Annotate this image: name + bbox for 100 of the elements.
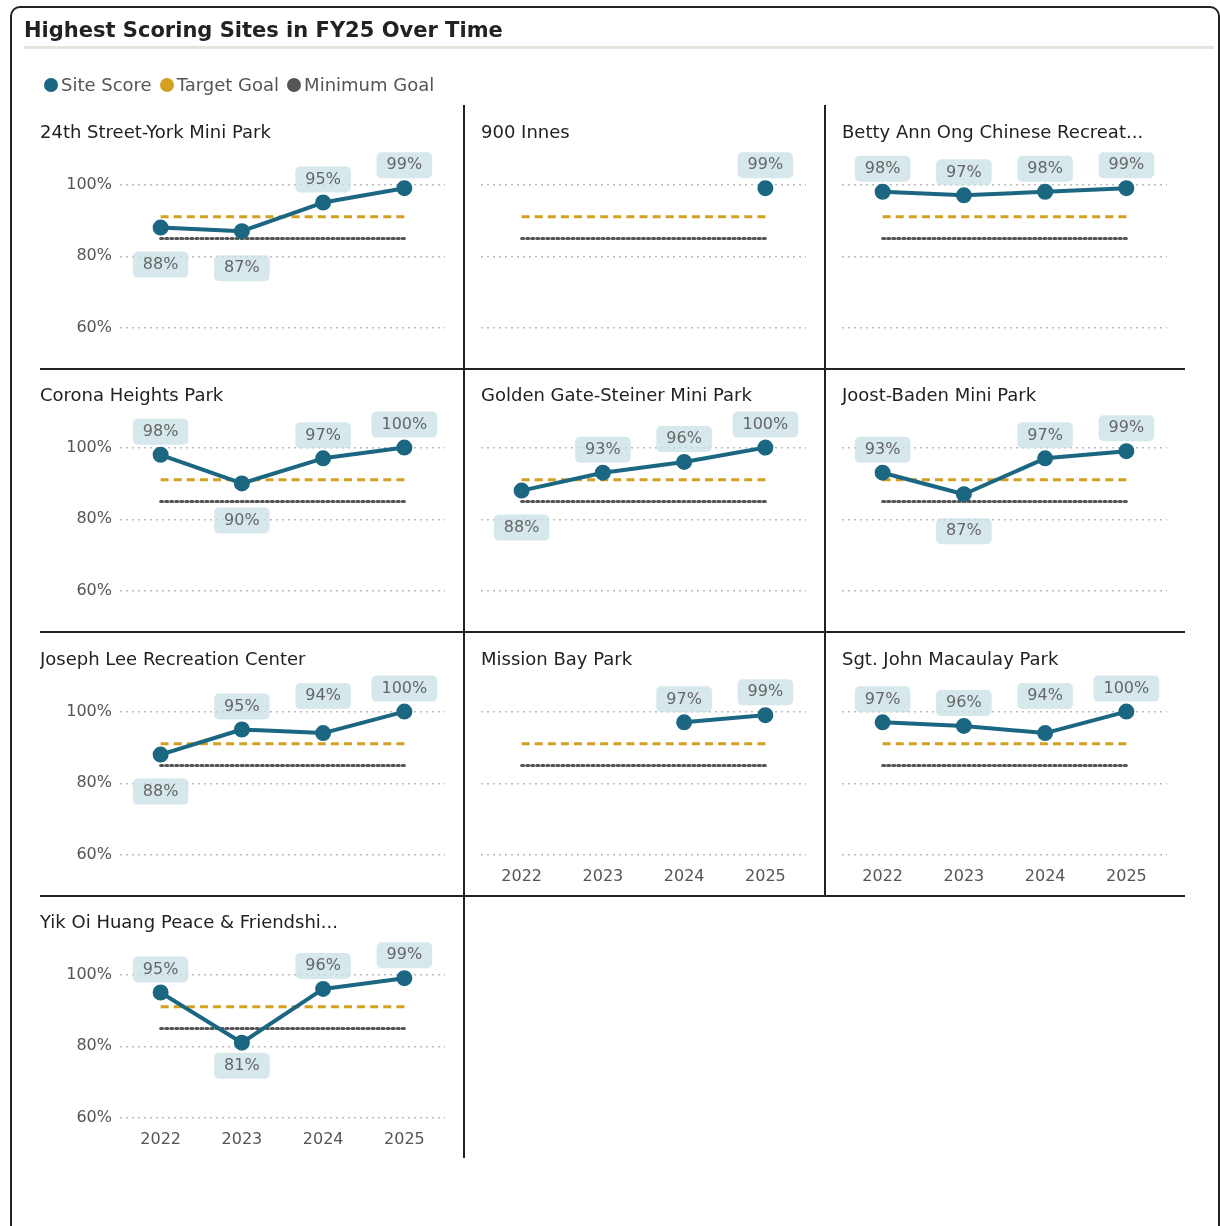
data-label: 98% <box>1027 157 1063 177</box>
point <box>396 703 413 720</box>
data-label: 93% <box>585 438 621 458</box>
data-label: 87% <box>224 257 260 277</box>
data-label: 99% <box>747 154 784 174</box>
point <box>233 223 250 240</box>
x-tick-label: 2022 <box>140 1128 181 1148</box>
chart-title: Mission Bay Park <box>481 648 633 670</box>
y-tick-label: 100% <box>66 173 112 193</box>
y-tick-label: 100% <box>66 436 112 456</box>
point <box>676 453 693 470</box>
y-tick-label: 60% <box>76 844 112 864</box>
legend-label: Site Score <box>61 74 152 95</box>
data-label: 100% <box>1103 677 1150 697</box>
data-label: 87% <box>946 520 982 540</box>
point <box>1118 443 1135 460</box>
data-label: 94% <box>1027 685 1063 705</box>
x-tick-label: 2023 <box>943 865 985 885</box>
chart-title: 900 Innes <box>481 121 570 143</box>
x-tick-label: 2024 <box>1024 865 1066 885</box>
data-label: 97% <box>1027 424 1063 444</box>
chart-title: Betty Ann Ong Chinese Recreat... <box>842 121 1144 143</box>
data-label: 97% <box>666 688 702 708</box>
point <box>315 194 332 211</box>
y-tick-label: 80% <box>76 1035 112 1055</box>
data-label: 98% <box>864 157 901 177</box>
y-tick-label: 80% <box>76 772 112 792</box>
point <box>1118 703 1135 720</box>
x-tick-label: 2025 <box>384 1128 425 1148</box>
data-label: 96% <box>305 955 341 975</box>
point <box>396 970 413 987</box>
data-label: 95% <box>305 168 341 188</box>
point <box>152 446 169 463</box>
point <box>396 439 413 456</box>
chart-title: 24th Street-York Mini Park <box>40 121 272 143</box>
point <box>315 980 332 997</box>
data-label: 99% <box>1108 417 1145 437</box>
data-label: 97% <box>946 161 982 181</box>
point <box>233 721 250 738</box>
data-label: 99% <box>1108 154 1145 174</box>
x-tick-label: 2022 <box>501 865 542 885</box>
point <box>233 475 250 492</box>
data-label: 90% <box>224 509 260 529</box>
data-label: 100% <box>742 413 789 433</box>
y-tick-label: 100% <box>66 963 112 983</box>
point <box>152 746 169 763</box>
data-label: 98% <box>142 420 179 440</box>
x-tick-label: 2023 <box>582 865 624 885</box>
y-tick-label: 80% <box>76 508 112 528</box>
point <box>757 439 774 456</box>
x-tick-label: 2025 <box>1106 865 1147 885</box>
data-label: 95% <box>224 695 260 715</box>
data-label: 96% <box>946 692 982 712</box>
data-label: 97% <box>305 424 341 444</box>
point <box>152 984 169 1001</box>
point <box>874 464 891 481</box>
point <box>233 1034 250 1051</box>
point <box>955 486 972 503</box>
data-label: 81% <box>224 1054 260 1074</box>
point <box>594 464 611 481</box>
chart-title: Golden Gate-Steiner Mini Park <box>481 384 753 406</box>
point <box>1037 725 1054 742</box>
point <box>874 714 891 731</box>
data-label: 88% <box>142 253 179 273</box>
point <box>152 219 169 236</box>
point <box>1037 450 1054 467</box>
point <box>955 717 972 734</box>
y-tick-label: 80% <box>76 245 112 265</box>
y-tick-label: 60% <box>76 1107 112 1127</box>
point <box>315 725 332 742</box>
data-label: 88% <box>503 516 540 536</box>
data-label: 99% <box>747 681 784 701</box>
data-label: 94% <box>305 685 341 705</box>
x-tick-label: 2023 <box>221 1128 263 1148</box>
data-label: 93% <box>864 438 901 458</box>
chart-title: Corona Heights Park <box>40 384 224 406</box>
data-label: 96% <box>666 428 702 448</box>
x-tick-label: 2024 <box>663 865 705 885</box>
x-tick-label: 2024 <box>302 1128 344 1148</box>
chart-title: Yik Oi Huang Peace & Friendshi... <box>39 911 338 933</box>
data-label: 100% <box>381 677 428 697</box>
data-label: 95% <box>142 958 179 978</box>
point <box>396 180 413 197</box>
text: Highest Scoring Sites in FY25 Over Time <box>24 18 504 42</box>
chart-title: Sgt. John Macaulay Park <box>842 648 1059 670</box>
point <box>315 450 332 467</box>
data-label: 100% <box>381 413 428 433</box>
x-tick-label: 2022 <box>862 865 903 885</box>
chart-title: Joost-Baden Mini Park <box>841 384 1037 406</box>
legend-label: Minimum Goal <box>304 74 435 95</box>
y-tick-label: 100% <box>66 700 112 720</box>
data-label: 99% <box>386 944 423 964</box>
point <box>513 482 530 499</box>
y-tick-label: 60% <box>76 580 112 600</box>
data-label: 99% <box>386 154 423 174</box>
legend-label: Target Goal <box>176 74 280 95</box>
data-label: 88% <box>142 780 179 800</box>
data-label: 97% <box>864 688 901 708</box>
y-tick-label: 60% <box>76 317 112 337</box>
x-tick-label: 2025 <box>745 865 786 885</box>
